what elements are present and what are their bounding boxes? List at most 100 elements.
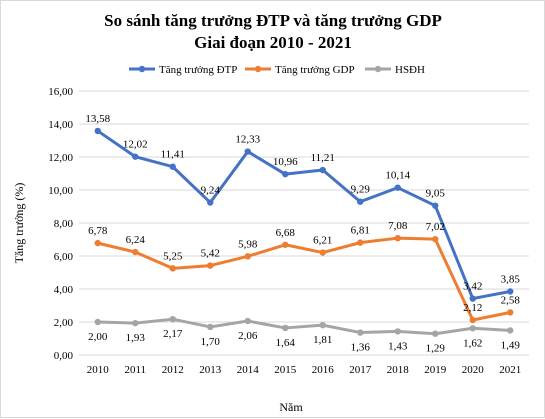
- data-label: 1,62: [463, 337, 482, 349]
- data-label: 11,41: [161, 149, 185, 161]
- x-tick-label: 2013: [199, 364, 222, 376]
- data-point: [282, 241, 289, 248]
- data-label: 6,21: [313, 235, 332, 247]
- y-tick-label: 8,00: [54, 218, 74, 230]
- legend-item: HSĐH: [365, 64, 425, 76]
- data-point: [207, 199, 214, 206]
- data-point: [244, 253, 251, 260]
- data-label: 7,02: [426, 221, 445, 233]
- data-label: 2,58: [501, 294, 521, 306]
- y-tick-label: 12,00: [48, 152, 73, 164]
- data-point: [319, 249, 326, 256]
- chart-subtitle: Giai đoạn 2010 - 2021: [194, 33, 352, 52]
- gridlines: [79, 90, 529, 356]
- x-tick-label: 2016: [312, 364, 335, 376]
- y-axis-ticks: 0,00 2,00 4,00 6,00 8,00 10,00 12,00 14,00 16,00: [48, 86, 73, 362]
- data-point: [432, 330, 439, 337]
- data-label: 9,24: [201, 185, 221, 197]
- data-label: 1,36: [351, 342, 371, 354]
- data-label: 10,14: [385, 170, 410, 182]
- y-tick-label: 4,00: [54, 284, 74, 296]
- data-point: [132, 248, 139, 256]
- legend: Tăng trưởng ĐTP Tăng trưởng GDP HSĐH: [129, 64, 425, 76]
- data-point: [394, 328, 401, 335]
- data-point: [169, 315, 176, 323]
- x-tick-label: 2020: [462, 364, 485, 376]
- y-tick-label: 2,00: [54, 317, 74, 329]
- chart-title: So sánh tăng trưởng ĐTP và tăng trưởng G…: [104, 11, 442, 30]
- data-label: 6,68: [276, 227, 296, 239]
- x-tick-label: 2019: [424, 364, 447, 376]
- legend-item: Tăng trưởng GDP: [245, 64, 355, 76]
- series-line: [97, 317, 511, 336]
- series-0: [94, 127, 514, 302]
- data-point: [394, 234, 401, 242]
- data-label: 12,02: [123, 139, 148, 151]
- data-label: 6,78: [88, 225, 108, 237]
- data-label: 1,70: [201, 336, 221, 348]
- data-label: 2,06: [238, 330, 258, 342]
- x-tick-label: 2011: [124, 364, 146, 376]
- data-label: 1,64: [276, 337, 296, 349]
- y-axis-title: Tăng trưởng (%): [12, 183, 26, 264]
- series-line: [96, 129, 511, 301]
- data-point: [132, 153, 139, 160]
- data-point: [282, 324, 289, 332]
- data-point: [432, 235, 439, 243]
- data-point: [357, 329, 364, 336]
- data-point: [132, 319, 139, 327]
- data-label: 6,24: [126, 234, 146, 246]
- data-point: [169, 265, 176, 272]
- data-label: 12,33: [235, 134, 260, 146]
- x-tick-label: 2010: [87, 364, 110, 376]
- data-point: [244, 148, 251, 155]
- data-point: [94, 318, 101, 326]
- x-axis-ticks: 2010 2011 2012 2013 2014 2015 2016 2017 2018 2019…: [87, 364, 522, 376]
- data-point: [282, 170, 289, 178]
- series-1: [94, 234, 514, 324]
- legend-item: Tăng trưởng ĐTP: [129, 64, 237, 76]
- data-point: [507, 309, 514, 316]
- data-label: 1,29: [426, 343, 446, 355]
- data-label: 3,85: [501, 273, 521, 285]
- legend-label: Tăng trưởng GDP: [275, 64, 355, 76]
- data-label: 1,93: [126, 332, 146, 344]
- legend-marker: [254, 65, 262, 73]
- data-label: 10,96: [273, 156, 298, 168]
- data-point: [507, 327, 514, 334]
- x-axis-title: Năm: [279, 400, 303, 414]
- x-tick-label: 2018: [387, 364, 410, 376]
- data-label: 11,21: [311, 152, 335, 164]
- data-label: 3,42: [463, 281, 482, 293]
- data-point: [394, 184, 401, 191]
- y-tick-label: 6,00: [54, 251, 74, 263]
- y-tick-label: 0,00: [54, 350, 74, 362]
- data-label: 5,42: [201, 248, 220, 260]
- data-point: [94, 127, 101, 135]
- data-point: [207, 262, 214, 269]
- x-tick-label: 2015: [274, 364, 297, 376]
- x-tick-label: 2014: [237, 364, 260, 376]
- data-label: 5,25: [163, 250, 183, 262]
- data-label: 1,49: [501, 339, 521, 351]
- data-point: [94, 239, 101, 247]
- x-tick-label: 2021: [499, 364, 521, 376]
- data-label: 2,12: [463, 302, 482, 314]
- series-lines: [94, 127, 514, 337]
- data-label: 2,17: [163, 328, 183, 340]
- data-label: 2,00: [88, 331, 108, 343]
- y-tick-label: 10,00: [48, 185, 73, 197]
- data-label: 1,81: [313, 334, 332, 346]
- data-point: [207, 323, 214, 331]
- data-label: 9,05: [426, 188, 446, 200]
- legend-marker: [374, 65, 382, 73]
- data-point: [432, 202, 439, 209]
- data-label: 9,29: [351, 184, 371, 196]
- data-point: [357, 239, 364, 246]
- data-point: [244, 317, 251, 325]
- y-tick-label: 16,00: [48, 86, 73, 98]
- legend-marker: [138, 65, 146, 73]
- data-point: [469, 295, 476, 302]
